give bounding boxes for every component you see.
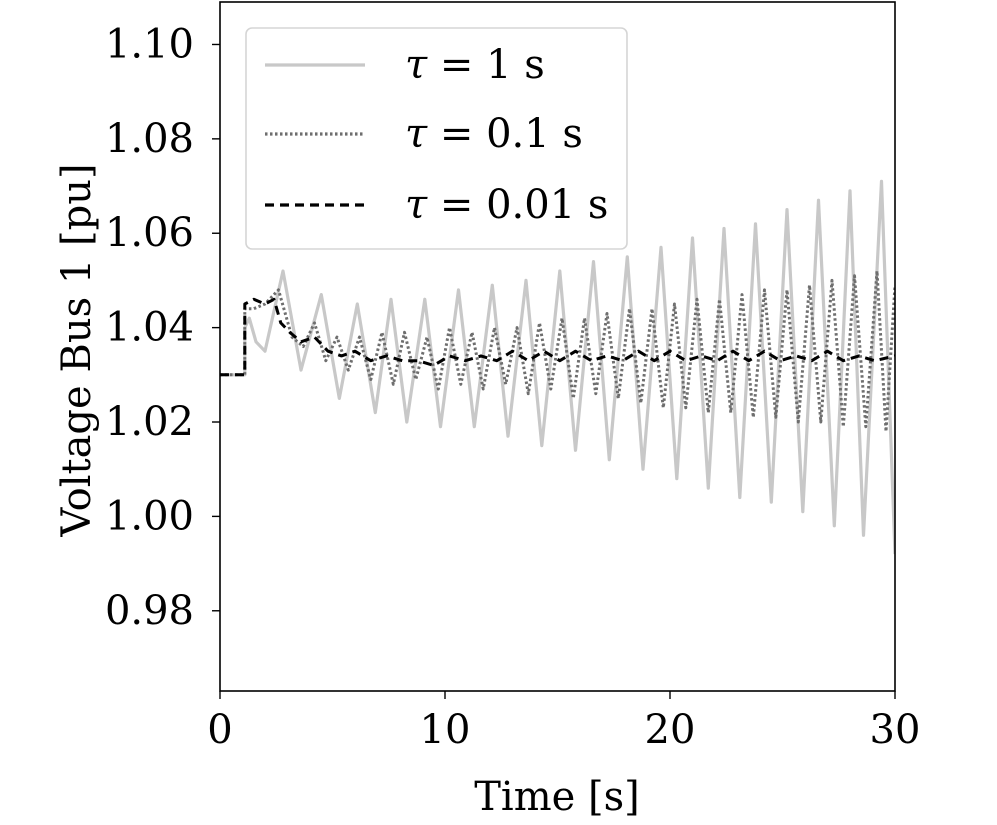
x-tick-label: 10 xyxy=(420,707,471,753)
legend-label-1: τ = 1 s xyxy=(405,42,545,88)
axes-frame xyxy=(219,1,896,692)
axes-spines xyxy=(219,1,896,692)
series-lines xyxy=(220,179,895,555)
series-line-2 xyxy=(220,269,895,433)
y-tick-label: 1.10 xyxy=(105,21,194,67)
series-line-3 xyxy=(220,297,895,377)
legend-label-2: τ = 0.1 s xyxy=(405,111,583,157)
legend: τ = 1 s τ = 0.1 s τ = 0.01 s xyxy=(245,27,628,250)
y-tick-label: 1.00 xyxy=(105,493,194,539)
y-tick-label: 1.08 xyxy=(105,116,194,162)
y-tick-label: 1.06 xyxy=(105,210,194,256)
x-tick-label: 0 xyxy=(207,707,232,753)
y-tick-label: 0.98 xyxy=(105,588,194,634)
x-tick-label: 20 xyxy=(645,707,696,753)
series-line-1 xyxy=(220,179,895,555)
x-axis-ticks: 0 10 20 30 xyxy=(207,691,920,753)
y-tick-label: 1.02 xyxy=(105,399,194,445)
y-tick-label: 1.04 xyxy=(105,305,194,351)
y-axis-ticks: 0.98 1.00 1.02 1.04 1.06 1.08 1.10 xyxy=(105,21,220,634)
x-axis-title: Time [s] xyxy=(474,774,640,820)
legend-label-3: τ = 0.01 s xyxy=(405,182,608,228)
legend-box xyxy=(245,27,628,250)
x-tick-label: 30 xyxy=(870,707,921,753)
y-axis-title: Voltage Bus 1 [pu] xyxy=(54,163,100,537)
